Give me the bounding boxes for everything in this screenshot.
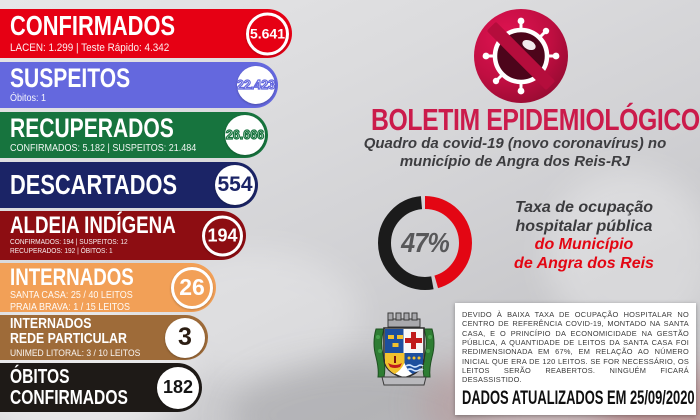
bar-title: ÓBITOS bbox=[10, 366, 70, 388]
stat-bar-obitos-confirmados: ÓBITOS CONFIRMADOS 182 bbox=[0, 363, 202, 412]
occupancy-donut: 47% bbox=[376, 194, 474, 292]
bar-title: SUSPEITOS bbox=[10, 63, 131, 93]
bar-title: ALDEIA INDÍGENA bbox=[10, 212, 176, 239]
bar-title: REDE PARTICULAR bbox=[10, 330, 127, 347]
bulletin-subtitle: Quadro da covid-19 (novo coronavírus) no… bbox=[335, 135, 695, 171]
bar-title: CONFIRMADOS bbox=[10, 387, 128, 409]
occupancy-caption-line: do Município bbox=[534, 236, 634, 253]
bar-title: DESCARTADOS bbox=[10, 168, 178, 200]
stat-bar-internados-rede-particular: INTERNADOS REDE PARTICULAR UNIMED LITORA… bbox=[0, 315, 208, 360]
bar-title: INTERNADOS bbox=[10, 264, 134, 291]
bar-subtitle: PRAIA BRAVA: 1 / 15 LEITOS bbox=[10, 301, 131, 313]
data-updated-label: DADOS ATUALIZADOS EM 25/09/2020 bbox=[462, 387, 695, 409]
stat-bar-suspeitos: SUSPEITOS Óbitos: 1 22.423 bbox=[0, 62, 278, 108]
stat-bar-descartados: DESCARTADOS 554 bbox=[0, 162, 258, 208]
bar-title: RECUPERADOS bbox=[10, 113, 174, 143]
angra-dos-reis-coat-of-arms bbox=[373, 312, 435, 386]
bar-subtitle: Óbitos: 1 bbox=[10, 92, 47, 104]
stat-badge: 194 bbox=[202, 215, 243, 256]
stat-badge: 22.423 bbox=[236, 66, 276, 104]
occupancy-caption-line: de Angra dos Reis bbox=[514, 254, 654, 272]
bar-subtitle: LACEN: 1.299 | Teste Rápido: 4.342 bbox=[10, 41, 170, 54]
bar-title: INTERNADOS bbox=[10, 316, 92, 332]
stat-bar-recuperados: RECUPERADOS CONFIRMADOS: 5.182 | SUSPEIT… bbox=[0, 112, 268, 158]
stat-bar-internados: INTERNADOS SANTA CASA: 25 / 40 LEITOS PR… bbox=[0, 263, 216, 313]
donut-free-arc bbox=[378, 196, 472, 290]
occupancy-caption-line: hospitalar pública bbox=[515, 217, 653, 235]
stat-badge: 3 bbox=[165, 317, 205, 358]
stat-badge: 182 bbox=[157, 366, 199, 409]
bar-subtitle: UNIMED LITORAL: 3 / 10 LEITOS bbox=[10, 347, 141, 359]
stat-badge: 554 bbox=[215, 165, 255, 205]
stat-bar-aldeia-indigena: ALDEIA INDÍGENA CONFIRMADOS: 194 | SUSPE… bbox=[0, 211, 246, 260]
stat-bar-confirmados: CONFIRMADOS LACEN: 1.299 | Teste Rápido:… bbox=[0, 9, 292, 58]
bar-subtitle: RECUPERADOS: 192 | ÓBITOS: 1 bbox=[10, 246, 113, 256]
bulletin-title: BOLETIM EPIDEMIOLÓGICO bbox=[371, 102, 700, 137]
notice-text: DEVIDO À BAIXA TAXA DE OCUPAÇÃO HOSPITAL… bbox=[462, 310, 689, 385]
notice-box: DEVIDO À BAIXA TAXA DE OCUPAÇÃO HOSPITAL… bbox=[455, 303, 696, 415]
occupancy-caption: Taxa de ocupação hospitalar pública do M… bbox=[496, 199, 672, 273]
bar-subtitle: SANTA CASA: 25 / 40 LEITOS bbox=[10, 290, 133, 302]
no-virus-icon bbox=[474, 9, 568, 103]
bar-subtitle: CONFIRMADOS: 5.182 | SUSPEITOS: 21.484 bbox=[10, 142, 197, 154]
bar-title: CONFIRMADOS bbox=[10, 10, 176, 41]
stat-badge: 26.666 bbox=[225, 115, 265, 155]
bulletin-subtitle-line2: município de Angra dos Reis-RJ bbox=[399, 153, 631, 170]
stat-badge: 5.641 bbox=[246, 12, 289, 55]
bar-subtitle: CONFIRMADOS: 194 | SUSPEITOS: 12 bbox=[10, 237, 128, 247]
donut-occupied-arc bbox=[378, 196, 472, 290]
occupancy-percent-label: 47% bbox=[401, 227, 450, 258]
stat-badge: 26 bbox=[171, 266, 213, 309]
bulletin-subtitle-line1: Quadro da covid-19 (novo coronavírus) no bbox=[363, 135, 667, 152]
background-blur-blob bbox=[230, 360, 490, 420]
occupancy-caption-line: Taxa de ocupação bbox=[514, 199, 654, 216]
